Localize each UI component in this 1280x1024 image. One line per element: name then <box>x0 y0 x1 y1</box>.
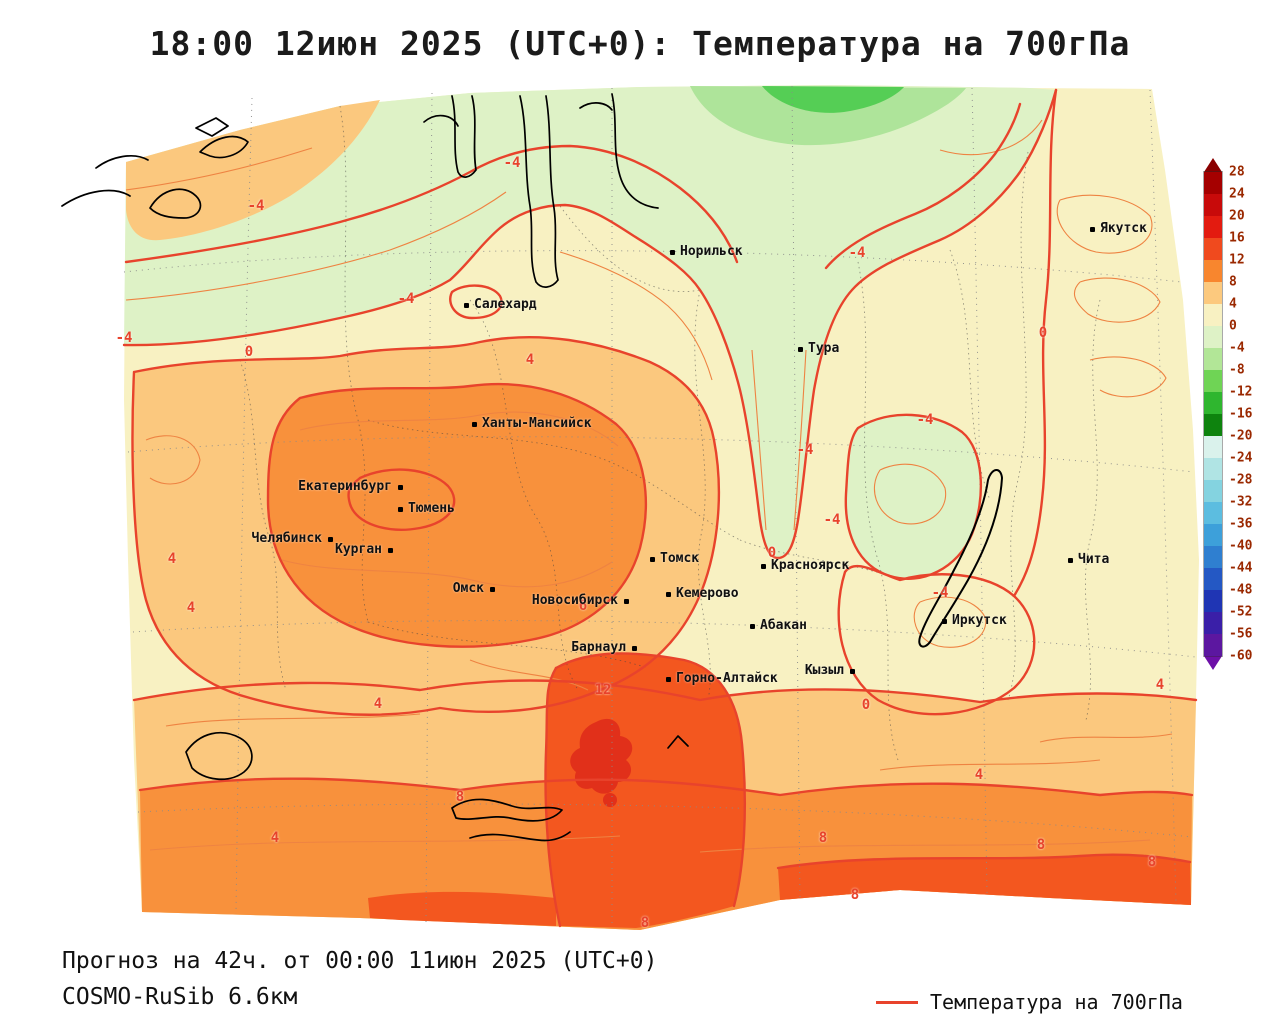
colorbar-cell <box>1204 282 1222 304</box>
colorbar-tick-label: -16 <box>1229 406 1253 422</box>
colorbar-cell <box>1204 414 1222 436</box>
map-legend: Температура на 700гПа <box>876 990 1183 1014</box>
legend-line-sample <box>876 1000 918 1004</box>
colorbar-cell <box>1204 458 1222 480</box>
colorbar-cell <box>1204 238 1222 260</box>
colorbar-cell <box>1204 260 1222 282</box>
major-contour-lines <box>122 88 1198 928</box>
colorbar-cell <box>1204 326 1222 348</box>
colorbar-cell <box>1204 348 1222 370</box>
colorbar-tick-label: -28 <box>1229 472 1253 488</box>
temperature-colorbar: 28 24 20 16 12 8 4 0 -4 -8 -12 -16 -20 -24 -28 -32 -36 -4… <box>1203 158 1264 670</box>
colorbar-arrow-down-icon <box>1204 656 1222 670</box>
colorbar-tick-label: 12 <box>1229 252 1245 268</box>
legend-label: Температура на 700гПа <box>930 990 1183 1014</box>
colorbar-cell <box>1204 436 1222 458</box>
colorbar-tick-label: 4 <box>1229 296 1237 312</box>
colorbar-tick-label: -20 <box>1229 428 1253 444</box>
graticule-lines <box>123 85 1197 928</box>
model-caption: COSMO-RuSib 6.6км <box>62 984 298 1010</box>
colorbar-tick-label: -56 <box>1229 626 1253 642</box>
colorbar-tick-label: -40 <box>1229 538 1253 554</box>
colorbar-cell <box>1204 194 1222 216</box>
colorbar-tick-label: -32 <box>1229 494 1253 510</box>
colorbar-tick-label: -52 <box>1229 604 1253 620</box>
colorbar-cell <box>1204 172 1222 194</box>
page-title: 18:00 12июн 2025 (UTC+0): Температура на… <box>149 24 1131 63</box>
forecast-caption: Прогноз на 42ч. от 00:00 11июн 2025 (UTC… <box>62 948 658 974</box>
colorbar-cells <box>1203 171 1223 657</box>
colorbar-cell <box>1204 216 1222 238</box>
colorbar-tick-label: 16 <box>1229 230 1245 246</box>
colorbar-tick-label: -24 <box>1229 450 1253 466</box>
colorbar-tick-label: -36 <box>1229 516 1253 532</box>
colorbar-cell <box>1204 612 1222 634</box>
colorbar-cell <box>1204 480 1222 502</box>
colorbar-tick-label: -4 <box>1229 340 1245 356</box>
colorbar-tick-label: 8 <box>1229 274 1237 290</box>
colorbar-tick-label: -48 <box>1229 582 1253 598</box>
colorbar-tick-label: -12 <box>1229 384 1253 400</box>
colorbar-tick-label: -44 <box>1229 560 1253 576</box>
colorbar-tick-label: 0 <box>1229 318 1237 334</box>
colorbar-cell <box>1204 392 1222 414</box>
colorbar-tick-label: 24 <box>1229 186 1245 202</box>
colorbar-cell <box>1204 304 1222 326</box>
colorbar-cell <box>1204 590 1222 612</box>
colorbar-tick-label: 28 <box>1229 164 1245 180</box>
colorbar-tick-label: 20 <box>1229 208 1245 224</box>
colorbar-tick-label: -60 <box>1229 648 1253 664</box>
colorbar-cell <box>1204 634 1222 656</box>
colorbar-cell <box>1204 568 1222 590</box>
colorbar-cell <box>1204 546 1222 568</box>
coastline-layer <box>61 93 1003 842</box>
temperature-fill-layer <box>124 85 1199 930</box>
minor-contour-lines <box>125 119 1173 853</box>
colorbar-cell <box>1204 502 1222 524</box>
colorbar-cell <box>1204 370 1222 392</box>
colorbar-arrow-up-icon <box>1204 158 1222 172</box>
colorbar-cell <box>1204 524 1222 546</box>
colorbar-tick-label: -8 <box>1229 362 1245 378</box>
